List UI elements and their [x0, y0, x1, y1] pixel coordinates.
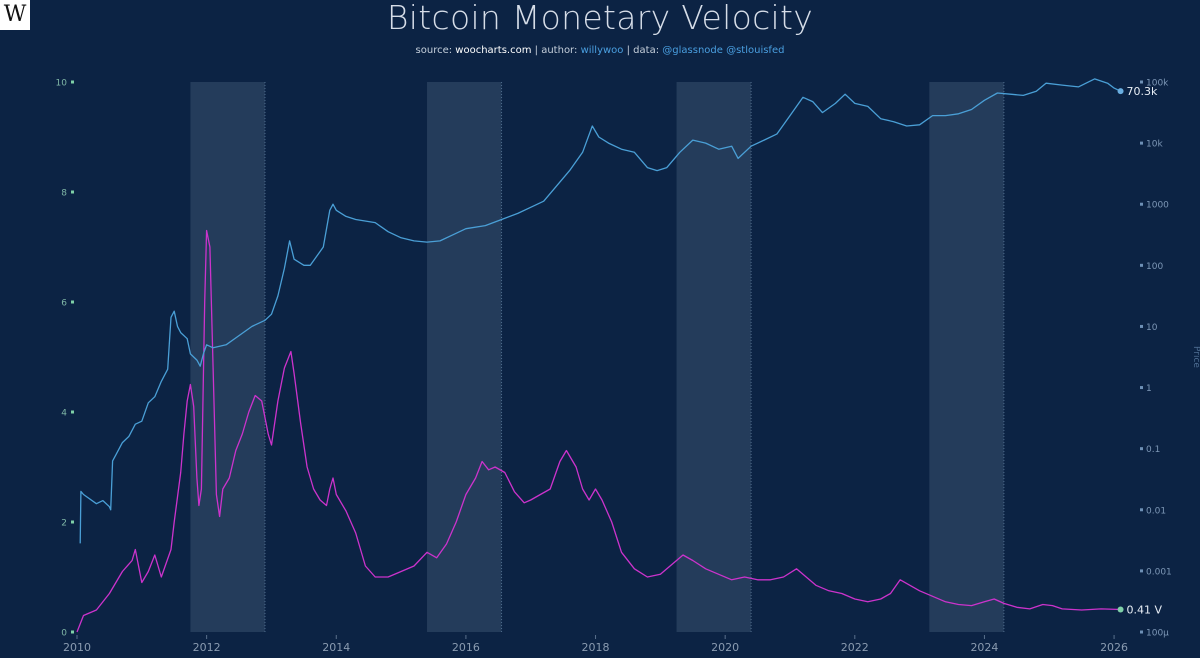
y-left-tick-label: 6	[61, 299, 67, 309]
y-right-tick-mark	[1140, 508, 1143, 512]
series-end-marker	[1117, 88, 1124, 95]
author-label: author:	[541, 45, 578, 56]
separator: |	[534, 45, 539, 56]
series-line-price	[79, 78, 1121, 544]
data-sources-link[interactable]: @glassnode @stlouisfed	[662, 45, 785, 56]
chart-subtitle: source: woocharts.com | author: willywoo…	[0, 45, 1200, 56]
y-right-tick-mark	[1140, 80, 1143, 84]
y-right-tick-label: 1	[1146, 384, 1152, 394]
y-axis-right: 100µ 0.001 0.01 0.1 1 10 100 1000 10k 100k Price	[1140, 79, 1200, 639]
y-left-tick-label: 2	[61, 519, 67, 529]
shaded-period-3	[676, 82, 752, 632]
y-right-tick-mark	[1140, 324, 1143, 328]
shaded-period-2	[427, 82, 502, 632]
source-label: source:	[415, 45, 453, 56]
series-line-velocity	[76, 229, 1121, 633]
y-right-tick-mark	[1140, 447, 1143, 451]
y-right-tick-mark	[1140, 569, 1143, 573]
y-right-tick-mark	[1140, 202, 1143, 206]
end-labels: 0.41 V 70.3k	[1117, 85, 1163, 616]
x-tick-label: 2026	[1100, 641, 1128, 654]
x-axis: 2010 2012 2014 2016 2018 2020 2022 2024 2026	[63, 635, 1128, 654]
x-tick-label: 2018	[582, 641, 610, 654]
x-tick-label: 2022	[841, 641, 869, 654]
series-lines	[76, 78, 1121, 633]
series-end-marker	[1117, 606, 1124, 613]
y-right-tick-mark	[1140, 630, 1143, 634]
y-left-tick-mark	[71, 630, 74, 634]
y-left-tick-mark	[71, 190, 74, 194]
y-right-tick-label: 0.01	[1146, 506, 1166, 516]
y-right-tick-label: 10k	[1146, 140, 1163, 150]
y-axis-left: 0 2 4 6 8 10	[56, 79, 74, 639]
author-link[interactable]: willywoo	[580, 45, 624, 56]
series-end-label: 70.3k	[1127, 85, 1158, 98]
y-right-tick-label: 100µ	[1146, 629, 1169, 639]
shaded-period-4	[929, 82, 1004, 632]
shaded-periods	[190, 82, 1005, 632]
x-tick-label: 2010	[63, 641, 91, 654]
chart-title: Bitcoin Monetary Velocity	[386, 0, 814, 37]
series-end-label: 0.41 V	[1127, 603, 1163, 616]
y-left-tick-mark	[71, 410, 74, 414]
x-tick-label: 2012	[193, 641, 221, 654]
y-right-tick-mark	[1140, 386, 1143, 390]
y-right-tick-label: 100	[1146, 262, 1163, 272]
y-right-tick-label: 0.001	[1146, 567, 1172, 577]
source-link[interactable]: woocharts.com	[455, 45, 532, 56]
separator: |	[626, 45, 630, 56]
y-left-tick-mark	[71, 80, 74, 84]
woocharts-logo: W	[0, 0, 30, 30]
y-left-tick-mark	[71, 520, 74, 524]
y-right-axis-title: Price	[1191, 346, 1200, 368]
y-right-tick-mark	[1140, 141, 1143, 145]
x-tick-label: 2020	[711, 641, 739, 654]
x-tick-label: 2016	[452, 641, 480, 654]
y-right-tick-label: 10	[1146, 323, 1158, 333]
y-left-tick-label: 8	[61, 189, 67, 199]
data-label: data:	[633, 45, 660, 56]
y-right-tick-label: 1000	[1146, 201, 1169, 211]
y-right-tick-mark	[1140, 263, 1143, 267]
shaded-period-1	[190, 82, 265, 632]
y-left-tick-label: 0	[61, 629, 67, 639]
y-right-tick-label: 0.1	[1146, 445, 1160, 455]
y-right-tick-label: 100k	[1146, 79, 1169, 89]
y-left-tick-label: 4	[61, 409, 67, 419]
x-tick-label: 2024	[970, 641, 998, 654]
y-left-tick-mark	[71, 300, 74, 304]
x-tick-label: 2014	[322, 641, 350, 654]
y-left-tick-label: 10	[56, 79, 68, 89]
